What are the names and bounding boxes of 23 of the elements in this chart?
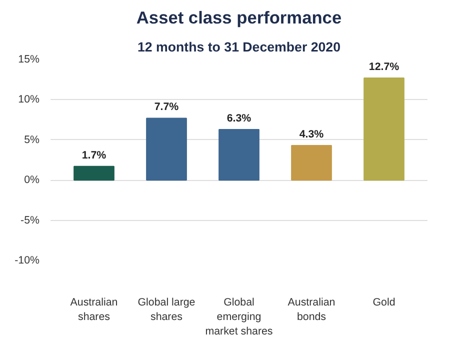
y-tick-label: 5%	[24, 134, 40, 146]
chart-subtitle: 12 months to 31 December 2020	[138, 40, 340, 54]
y-tick-label: -5%	[20, 214, 40, 226]
bar	[146, 118, 187, 181]
x-tick-label: Gold	[372, 296, 396, 308]
chart-title: Asset class performance	[136, 8, 342, 28]
x-tick-label: Global emerging market shares	[205, 296, 273, 338]
y-tick-label: 10%	[18, 94, 40, 106]
data-label: 12.7%	[368, 60, 400, 73]
bar	[364, 77, 404, 181]
data-label: 1.7%	[82, 149, 107, 162]
bar	[291, 145, 332, 181]
y-tick-label: -10%	[14, 254, 40, 266]
y-tick-label: 15%	[18, 54, 40, 66]
x-tick-label: Australian bonds	[288, 296, 336, 323]
y-tick-label: 0%	[24, 174, 40, 186]
data-label: 4.3%	[299, 128, 324, 141]
data-label: 7.7%	[154, 101, 180, 114]
x-tick-label: Australian shares	[70, 296, 118, 323]
bar	[74, 166, 114, 181]
data-label: 6.3%	[226, 112, 252, 124]
bar	[218, 128, 260, 181]
x-tick-label: Global large shares	[138, 296, 196, 323]
